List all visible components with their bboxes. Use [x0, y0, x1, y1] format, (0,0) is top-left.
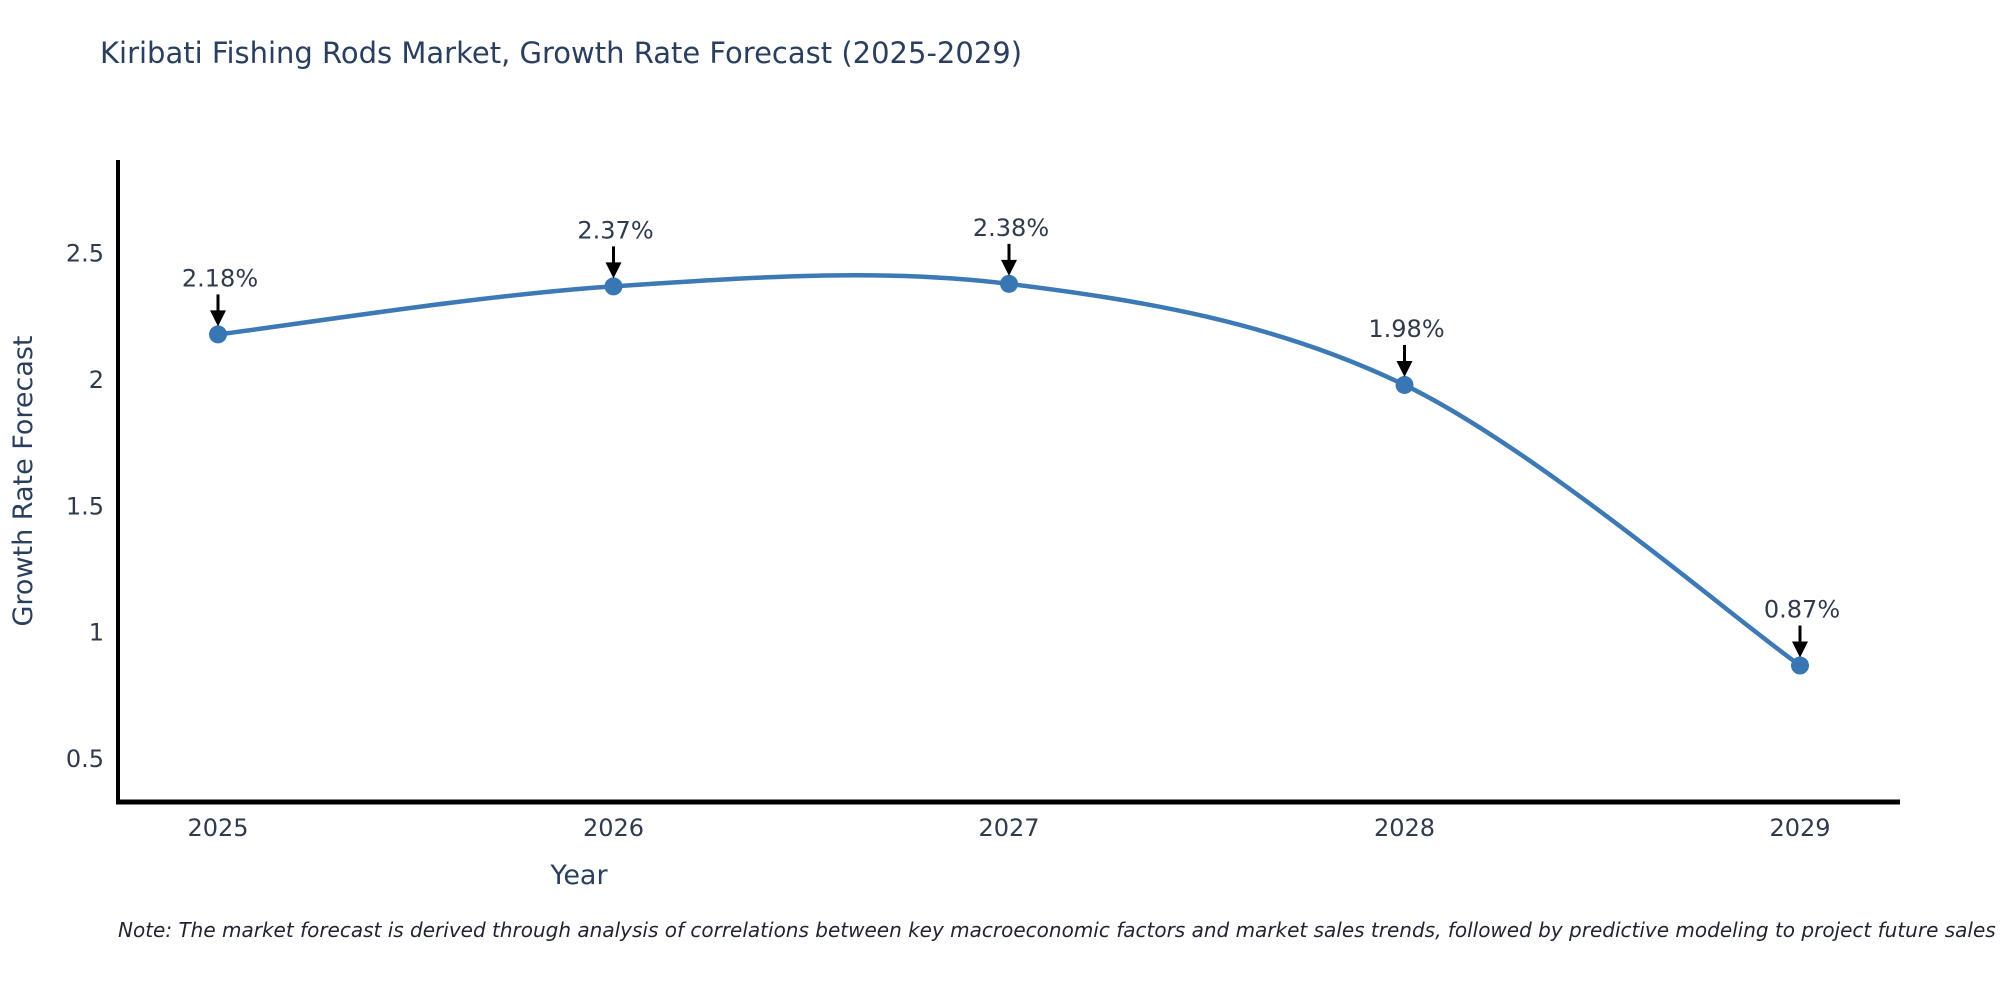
y-tick-label: 2.5 [66, 240, 104, 268]
x-tick-label: 2027 [978, 814, 1039, 842]
annotation-arrow-head [605, 262, 622, 279]
y-tick-label: 1 [89, 619, 104, 647]
annotation-arrow-head [210, 310, 226, 327]
annotation-arrow-head [1396, 360, 1413, 377]
point-value-label: 1.98% [1368, 315, 1444, 343]
data-point [1000, 274, 1018, 293]
point-value-label: 2.38% [973, 214, 1049, 242]
x-tick-label: 2026 [583, 814, 644, 842]
chart-title: Kiribati Fishing Rods Market, Growth Rat… [100, 36, 1023, 70]
data-point [1395, 375, 1414, 394]
x-tick-label: 2025 [187, 814, 248, 842]
x-tick-label: 2029 [1769, 814, 1830, 842]
y-axis-title: Growth Rate Forecast [8, 335, 39, 626]
footnote: Note: The market forecast is derived thr… [118, 918, 1996, 942]
point-value-label: 0.87% [1764, 596, 1840, 624]
data-point [1791, 656, 1809, 675]
series-line [215, 272, 1803, 668]
data-point [604, 277, 623, 296]
x-axis-title: Year [549, 860, 608, 891]
data-point [209, 325, 227, 344]
y-tick-label: 0.5 [66, 745, 104, 773]
y-tick-label: 1.5 [66, 492, 104, 520]
annotation-arrow-head [1001, 259, 1017, 276]
x-tick-label: 2028 [1374, 814, 1435, 842]
annotation-arrow-head [1792, 641, 1808, 658]
point-value-label: 2.18% [182, 264, 258, 292]
point-value-label: 2.37% [577, 216, 653, 244]
y-tick-label: 2 [89, 366, 104, 394]
